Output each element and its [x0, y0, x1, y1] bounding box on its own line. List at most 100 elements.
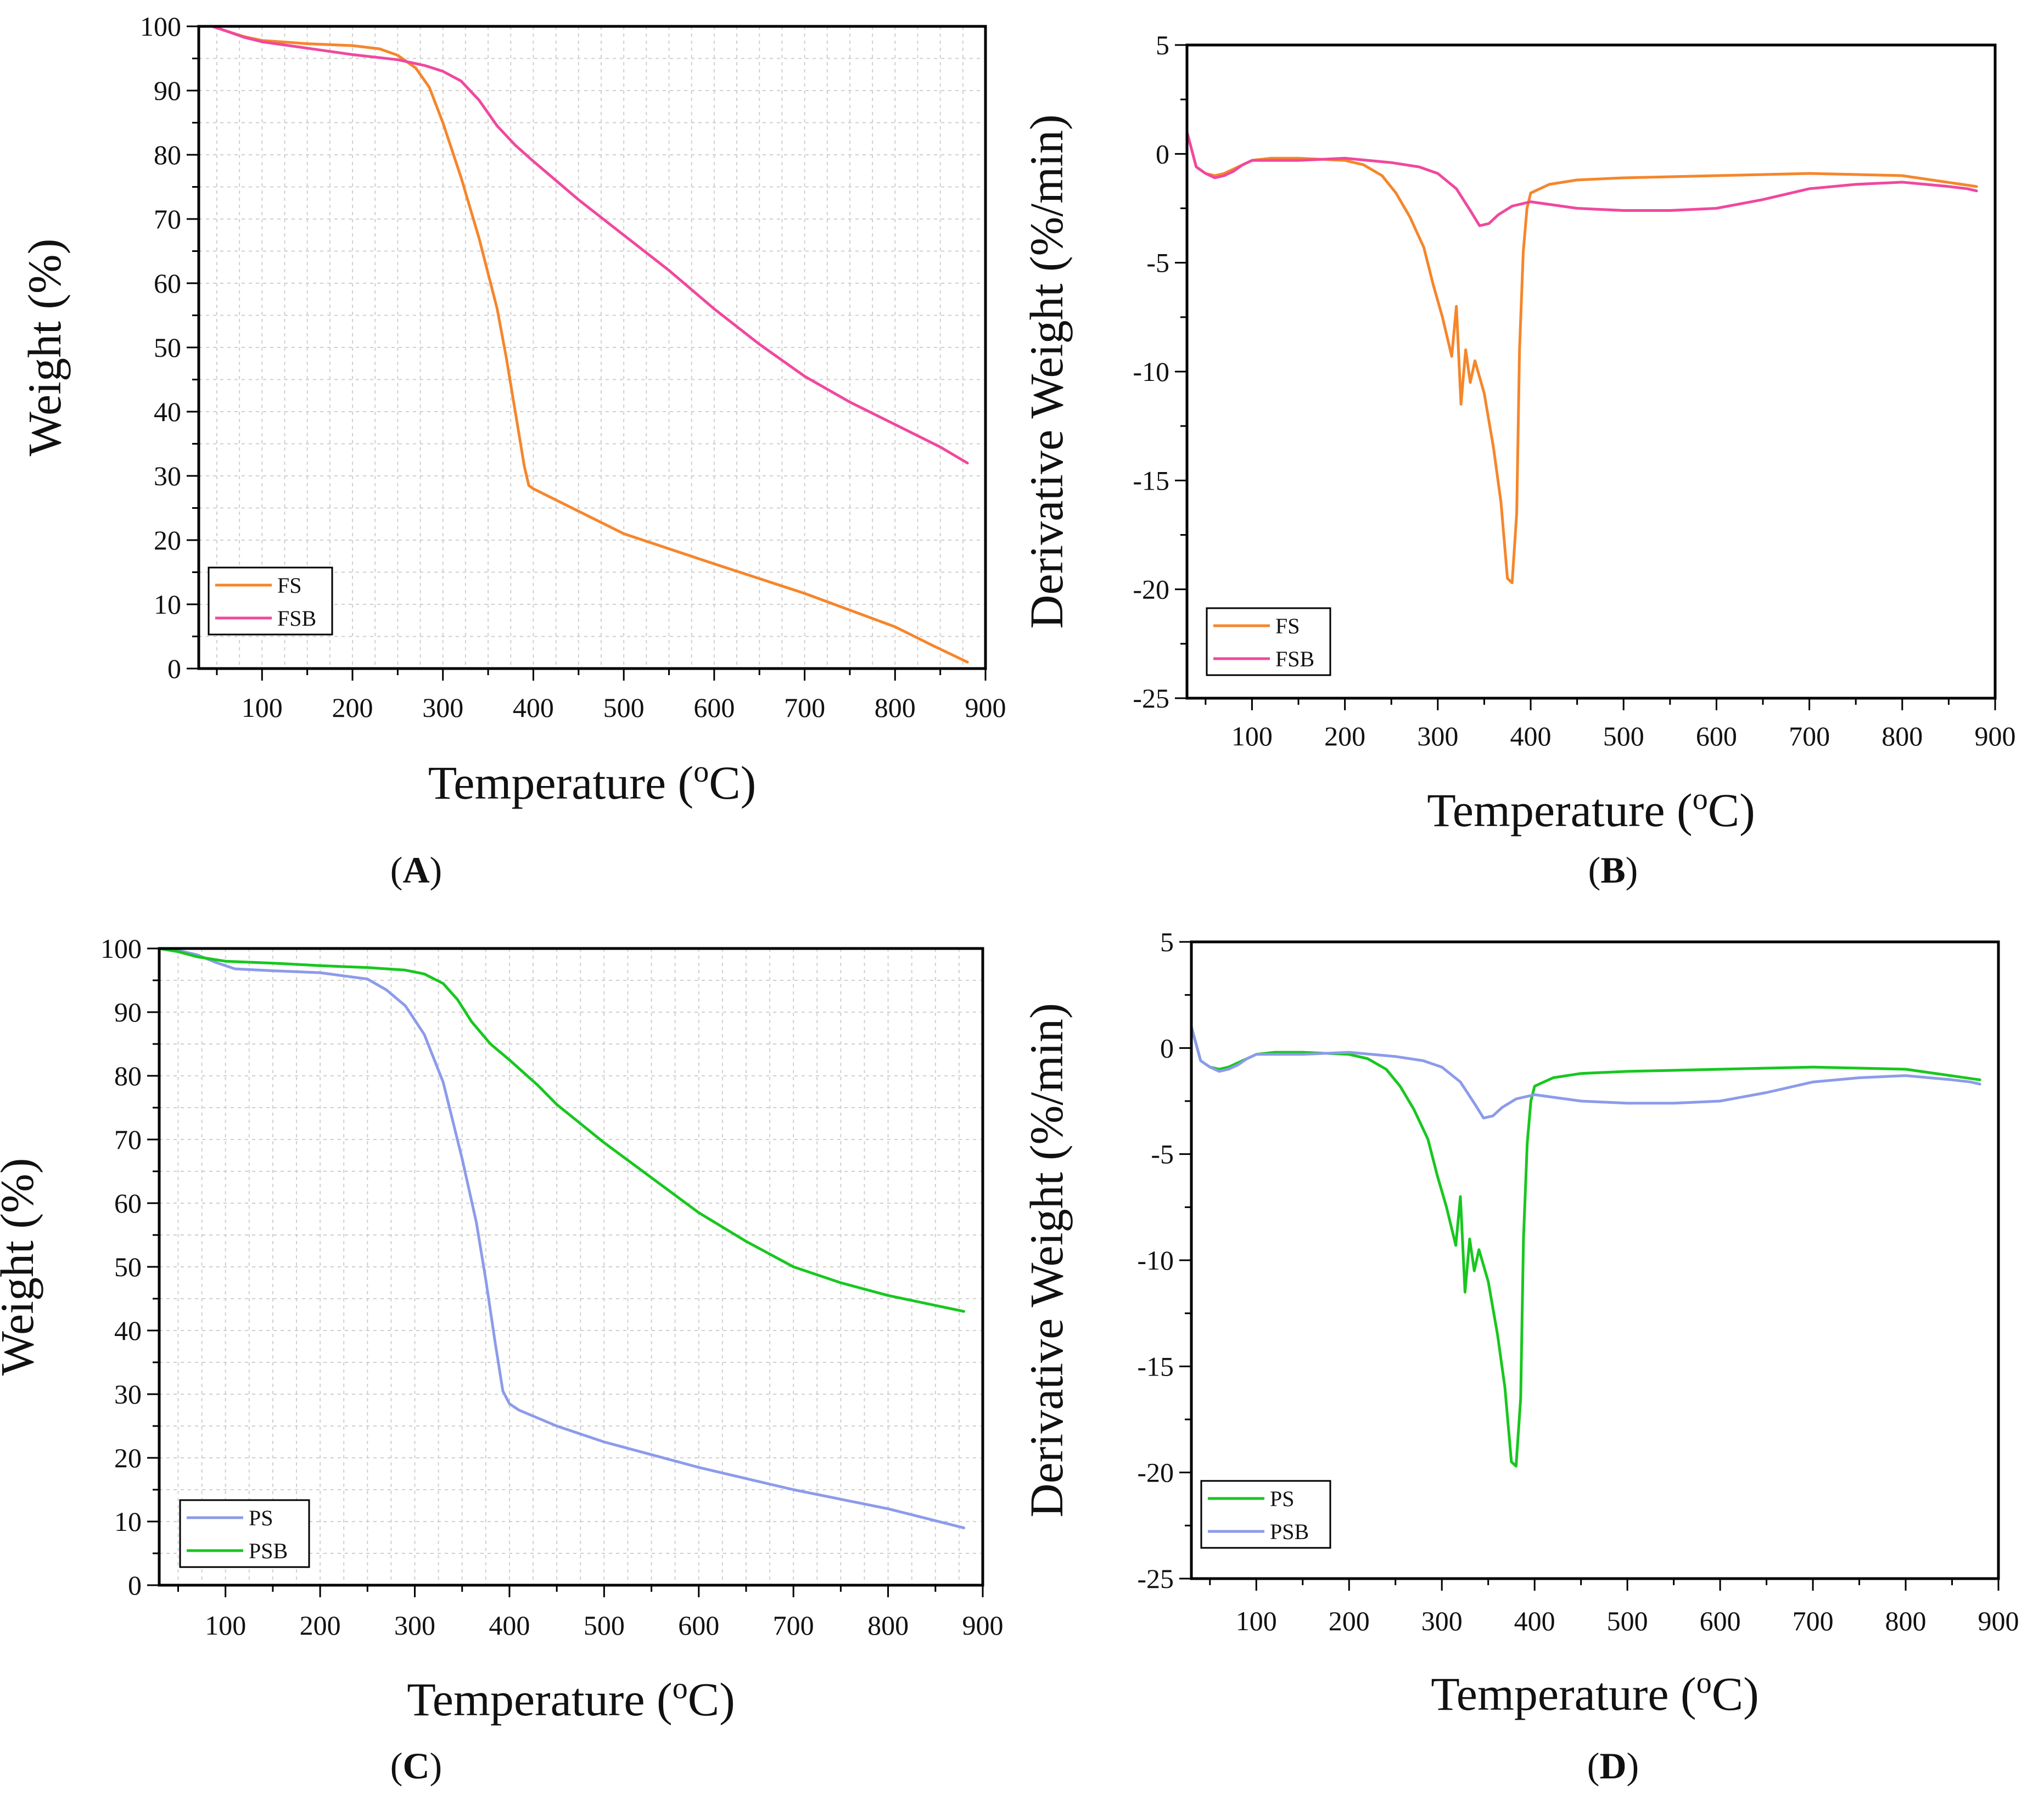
x-tick-label: 800 [867, 1610, 909, 1641]
legend-box [1200, 1480, 1331, 1549]
x-tick-label: 900 [1975, 721, 2016, 751]
y-tick-label: 80 [114, 1060, 142, 1091]
y-tick-label: 100 [140, 11, 181, 42]
x-axis-title: Temperature (oC) [428, 755, 756, 809]
x-tick-label: 300 [394, 1610, 435, 1641]
y-tick-label: 30 [154, 461, 181, 491]
x-tick-label: 800 [1881, 721, 1923, 751]
y-tick-label: 60 [154, 268, 181, 299]
panel-label: (A) [390, 849, 442, 891]
x-tick-label: 400 [513, 692, 554, 723]
y-tick-label: -15 [1137, 1351, 1174, 1382]
y-tick-label: 10 [114, 1506, 142, 1537]
legend: FS FSB [208, 566, 333, 636]
x-tick-label: 600 [1696, 721, 1737, 751]
x-tick-label: 100 [242, 692, 283, 723]
y-axis-title: Derivative Weight (%/min) [1020, 1003, 1073, 1517]
x-axis-title: Temperature (oC) [1427, 782, 1755, 837]
y-tick-label: 50 [154, 332, 181, 363]
y-tick-label: 0 [167, 653, 181, 684]
plot-frame [197, 25, 987, 670]
y-tick-label: 20 [154, 525, 181, 555]
y-tick-label: 0 [1160, 1032, 1174, 1063]
x-tick-label: 300 [1421, 1605, 1463, 1636]
y-tick-label: -25 [1137, 1563, 1174, 1594]
x-tick-label: 200 [332, 692, 373, 723]
x-tick-label: 500 [1607, 1605, 1648, 1636]
y-tick-label: 10 [154, 589, 181, 620]
legend-label-fs: FS [277, 573, 302, 598]
x-tick-label: 200 [1329, 1605, 1370, 1636]
y-tick-label: -5 [1146, 248, 1169, 278]
x-tick-label: 100 [1231, 721, 1273, 751]
y-tick-label: -15 [1133, 465, 1169, 496]
chart-panel-c: 100 200 300 400 500 600 700 800 900 0 10 20 30 40 50 60… [0, 933, 1004, 1787]
x-tick-label: 300 [422, 692, 463, 723]
chart-panel-b: 100 200 300 400 500 600 700 800 900 5 0 -5 -10 -15 -20… [1020, 30, 2016, 891]
y-axis-title: Derivative Weight (%/min) [1020, 114, 1073, 628]
x-tick-label: 900 [965, 692, 1006, 723]
y-tick-label: 70 [114, 1124, 142, 1155]
x-tick-label: 400 [1514, 1605, 1555, 1636]
y-tick-label: 0 [1156, 138, 1169, 169]
x-tick-label: 600 [693, 692, 735, 723]
x-tick-label: 100 [205, 1610, 246, 1641]
x-tick-label: 800 [1885, 1605, 1927, 1636]
series-line-fsb [211, 25, 969, 465]
y-tick-label: 90 [114, 997, 142, 1028]
y-axis-title: Weight (%) [0, 1158, 43, 1376]
y-tick-label: 70 [154, 204, 181, 234]
plot-frame [1185, 43, 1997, 700]
y-tick-label: -20 [1137, 1457, 1174, 1488]
panel-label: (D) [1587, 1745, 1639, 1787]
y-tick-label: -5 [1151, 1139, 1174, 1170]
legend-label-ps: PS [1270, 1486, 1295, 1511]
x-tick-label: 700 [773, 1610, 814, 1641]
legend: FS FSB [1206, 607, 1331, 676]
legend-label-fs: FS [1275, 614, 1300, 638]
y-tick-label: 80 [154, 139, 181, 170]
y-tick-label: -10 [1137, 1245, 1174, 1276]
x-tick-label: 500 [603, 692, 645, 723]
x-tick-label: 400 [1510, 721, 1552, 751]
y-tick-label: 40 [154, 396, 181, 427]
y-tick-label: 5 [1156, 30, 1169, 60]
chart-panel-a: 100 200 300 400 500 600 700 800 900 0 10 20 30 40 50 60… [18, 11, 1006, 891]
legend-box [208, 566, 333, 636]
x-axis-title: Temperature (oC) [407, 1671, 735, 1726]
grid [159, 948, 983, 1585]
legend-label-psb: PSB [249, 1539, 288, 1563]
y-tick-label: 5 [1160, 927, 1174, 957]
series-line-ps [158, 947, 965, 1530]
legend-box [1206, 607, 1331, 676]
panel-label: (B) [1588, 849, 1638, 891]
series-line-fsb [1185, 131, 1978, 227]
y-axis-title: Weight (%) [18, 239, 71, 457]
x-tick-label: 700 [1789, 721, 1830, 751]
x-tick-label: 400 [489, 1610, 530, 1641]
x-tick-label: 600 [1700, 1605, 1741, 1636]
y-tick-label: -25 [1133, 683, 1169, 714]
y-tick-label: 50 [114, 1251, 142, 1282]
y-tick-label: 40 [114, 1315, 142, 1346]
legend-box [179, 1499, 310, 1568]
legend-label-psb: PSB [1270, 1519, 1309, 1544]
legend: PS PSB [179, 1499, 310, 1568]
x-tick-label: 200 [1324, 721, 1365, 751]
series-line-psb [1190, 1025, 1981, 1120]
legend-label-fsb: FSB [1275, 647, 1314, 671]
plot-frame [158, 947, 984, 1587]
y-tick-label: -20 [1133, 574, 1169, 605]
x-tick-label: 200 [300, 1610, 341, 1641]
series-line-psb [158, 947, 965, 1313]
x-tick-label: 500 [1603, 721, 1644, 751]
y-tick-label: 100 [100, 933, 142, 964]
x-tick-label: 500 [584, 1610, 625, 1641]
y-tick-label: 0 [128, 1570, 142, 1601]
legend-label-ps: PS [249, 1506, 273, 1530]
legend: PS PSB [1200, 1480, 1331, 1549]
x-tick-label: 900 [962, 1610, 1004, 1641]
legend-label-fsb: FSB [277, 606, 316, 631]
x-axis-title: Temperature (oC) [1431, 1666, 1759, 1720]
